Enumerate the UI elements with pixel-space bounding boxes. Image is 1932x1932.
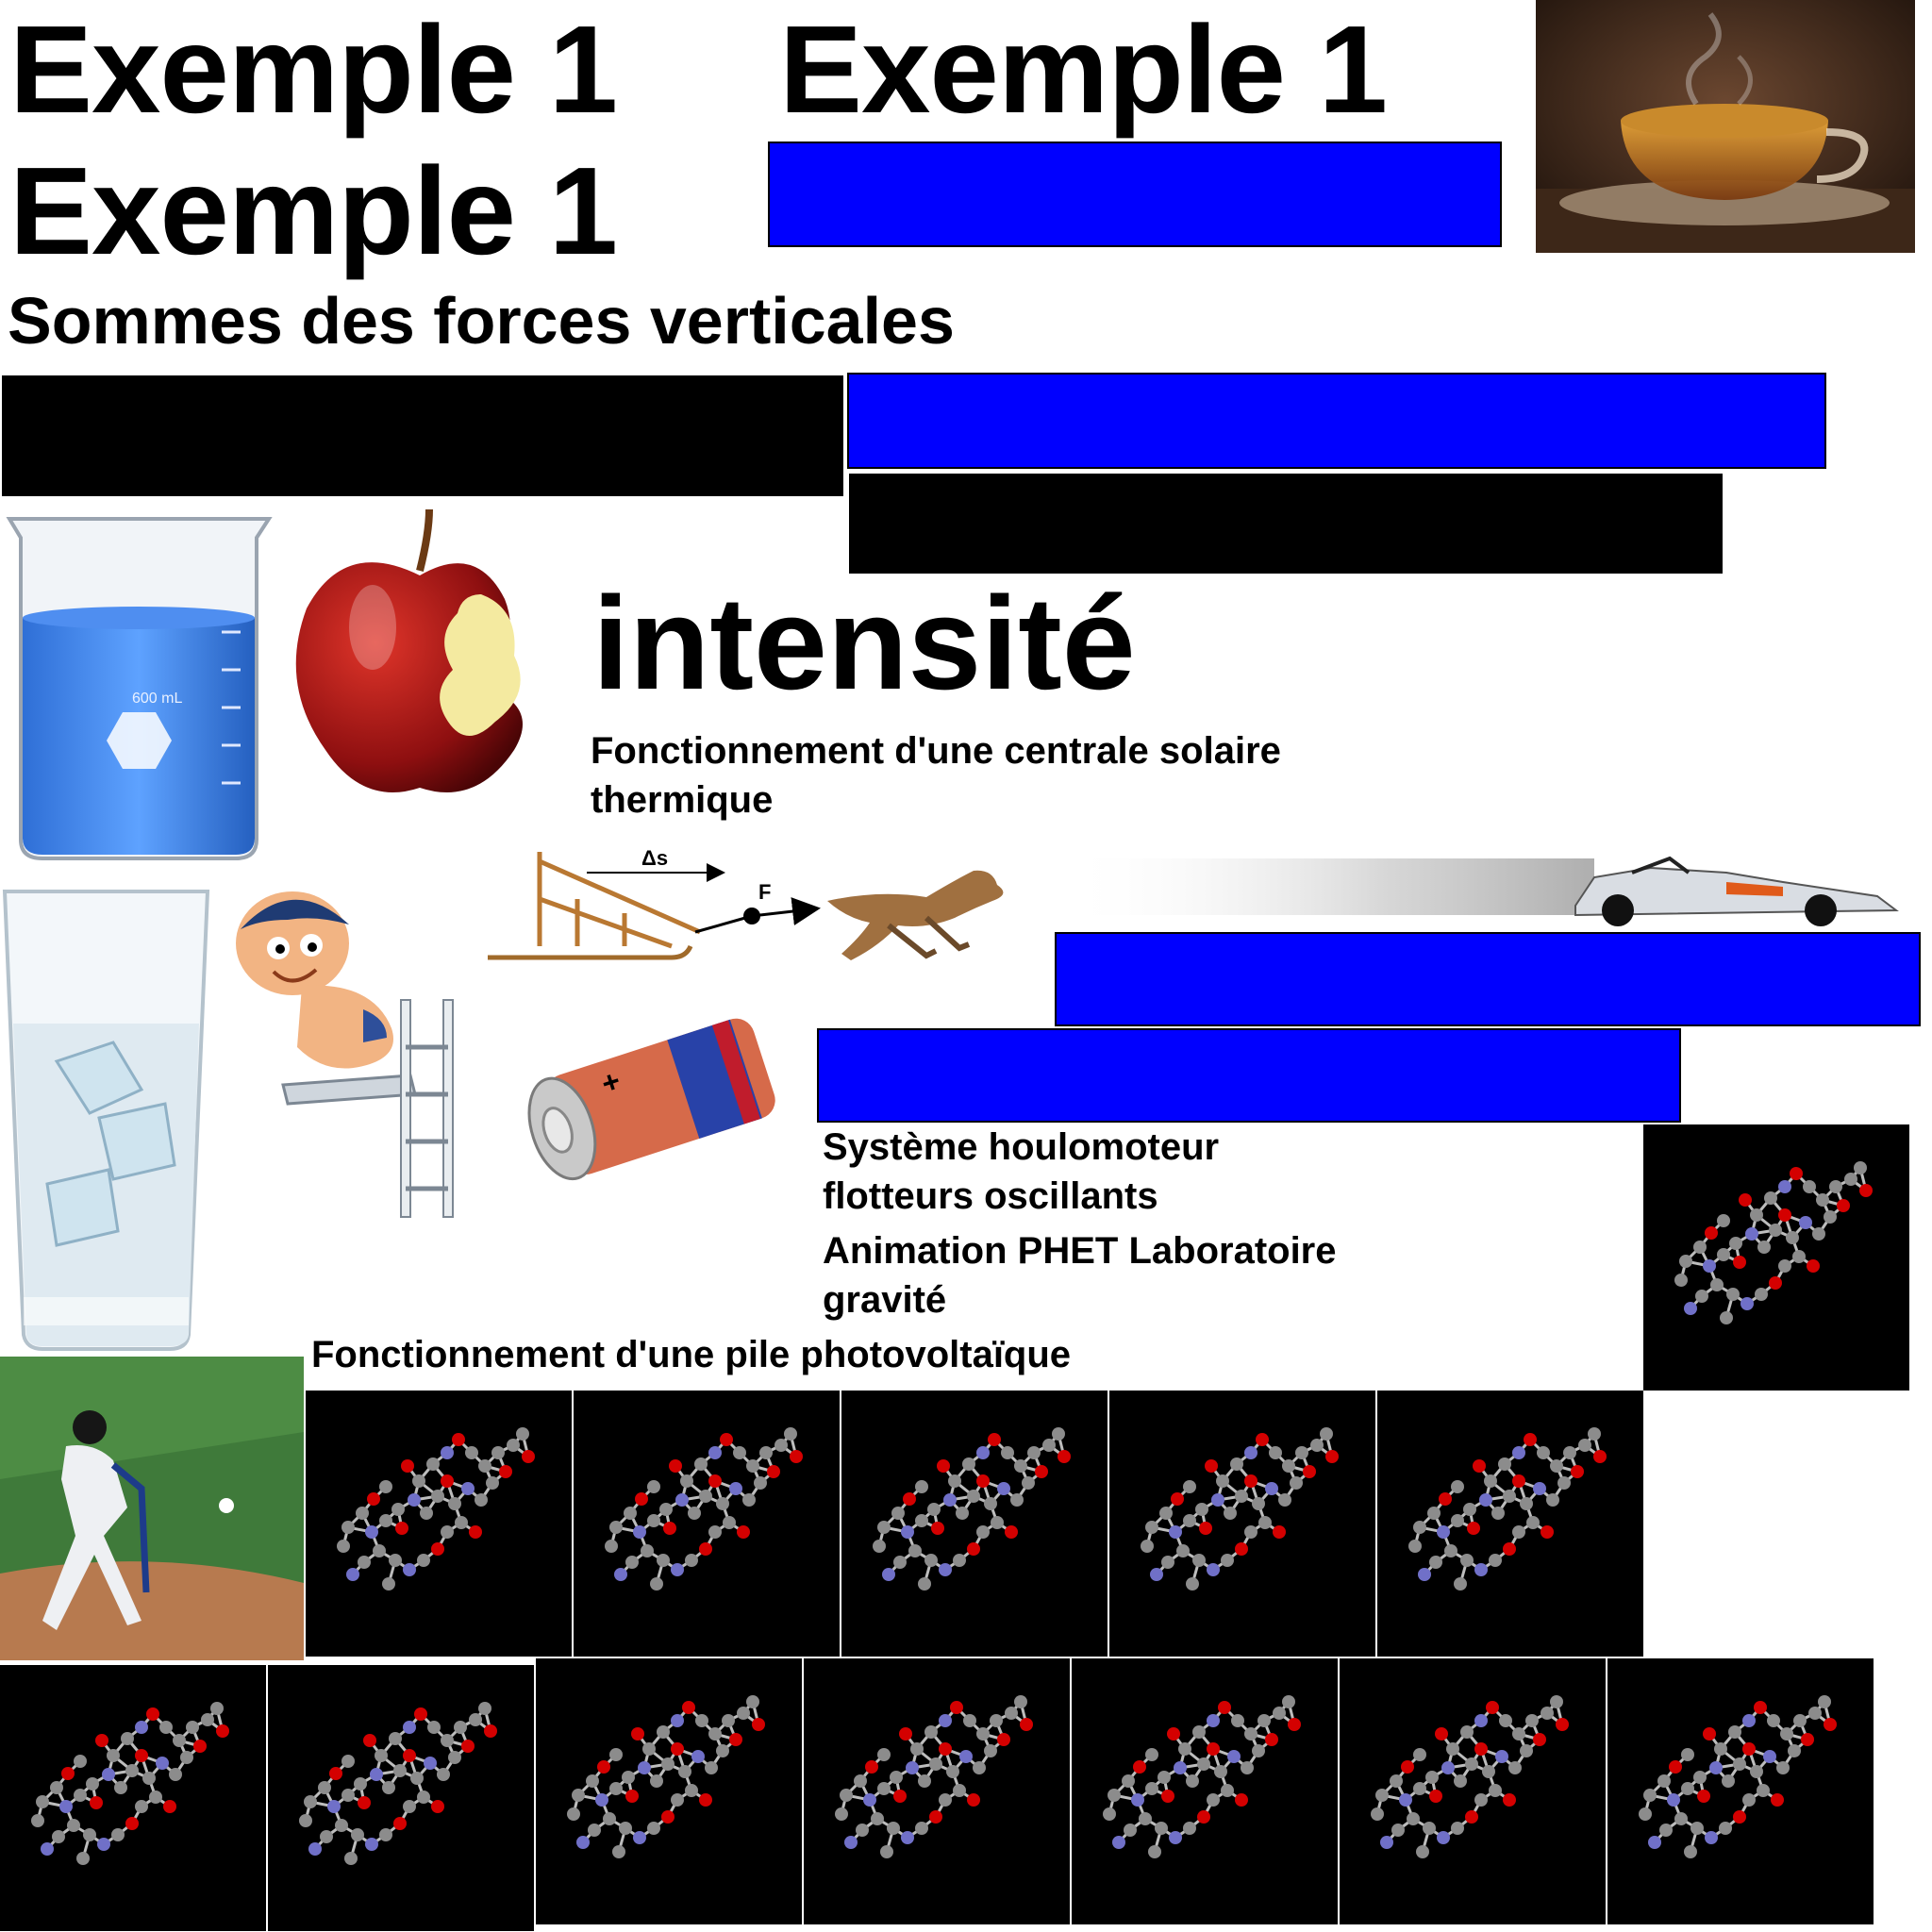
- intensity-heading: intensité: [592, 569, 1136, 717]
- molecule-icon: [337, 1427, 535, 1591]
- molecule-icon: [1639, 1695, 1837, 1858]
- forces-heading: Sommes des forces verticales: [8, 284, 955, 358]
- molecule-tile-5: [1109, 1391, 1375, 1657]
- battery-icon: +: [514, 1005, 792, 1189]
- wave-system-caption: Système houlomoteur flotteurs oscillants: [823, 1126, 1220, 1217]
- molecule-tile-9: [536, 1658, 802, 1924]
- ice-water-glass-icon: [0, 882, 212, 1358]
- molecule-tile-13: [1607, 1658, 1874, 1924]
- molecule-icon: [567, 1695, 765, 1858]
- displacement-label: Δs: [641, 846, 668, 870]
- molecule-icon: [605, 1427, 803, 1591]
- beaker-icon: 600 mL: [0, 500, 278, 866]
- sled-dog-icon: Δs F: [483, 842, 1068, 967]
- molecule-tile-1: [1643, 1124, 1909, 1391]
- blue-block-3: [1055, 932, 1921, 1026]
- molecule-icon: [1141, 1427, 1339, 1591]
- molecule-tile-12: [1340, 1658, 1606, 1924]
- molecule-tile-6: [1377, 1391, 1643, 1657]
- bitten-apple-icon: [288, 505, 557, 807]
- molecule-tile-2: [306, 1391, 572, 1657]
- blue-block-4: [817, 1028, 1681, 1123]
- molecule-icon: [1103, 1695, 1301, 1858]
- molecule-tile-7: [0, 1665, 266, 1931]
- example-heading-1: Exemple 1: [9, 0, 618, 139]
- black-block-2: [849, 474, 1723, 574]
- molecule-icon: [1408, 1427, 1607, 1591]
- molecule-tile-10: [804, 1658, 1070, 1924]
- molecule-tile-3: [574, 1391, 840, 1657]
- solar-thermal-caption: Fonctionnement d'une centrale solaire th…: [591, 730, 1281, 821]
- tea-cup-photo: [1536, 0, 1915, 253]
- black-block-1: [2, 375, 843, 496]
- baseball-batter-photo: [0, 1357, 304, 1660]
- photovoltaic-caption: Fonctionnement d'une pile photovoltaïque: [311, 1334, 1072, 1375]
- molecule-icon: [299, 1702, 497, 1865]
- molecule-tile-4: [841, 1391, 1108, 1657]
- molecule-icon: [1371, 1695, 1569, 1858]
- example-heading-2: Exemple 1: [779, 0, 1388, 139]
- molecule-tile-11: [1072, 1658, 1338, 1924]
- race-car-icon: [1066, 840, 1906, 929]
- phet-gravity-caption: Animation PHET Laboratoire gravité: [823, 1230, 1337, 1321]
- diver-boy-icon: [212, 877, 486, 1222]
- molecule-icon: [873, 1427, 1071, 1591]
- beaker-volume-label: 600 mL: [132, 691, 182, 707]
- force-label: F: [758, 880, 771, 904]
- blue-block-2: [847, 373, 1826, 469]
- example-heading-3: Exemple 1: [9, 142, 618, 280]
- molecule-icon: [1674, 1161, 1873, 1324]
- molecule-icon: [835, 1695, 1033, 1858]
- molecule-tile-8: [268, 1665, 534, 1931]
- molecule-icon: [31, 1702, 229, 1865]
- blue-block-1: [768, 142, 1502, 247]
